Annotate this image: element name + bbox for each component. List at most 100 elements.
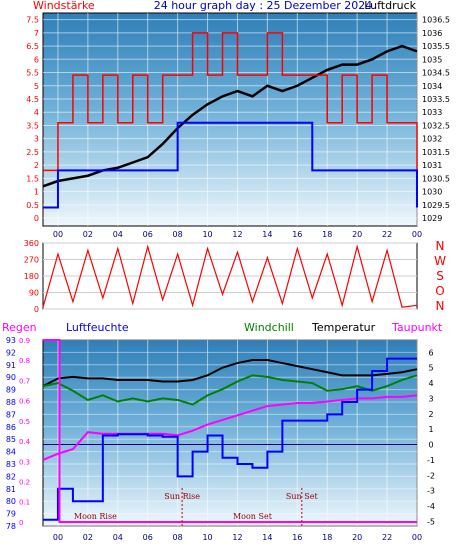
wind-direction-line [42,244,418,308]
p1-x-tick-label: 00 [53,230,63,239]
p3-rain-tick-label: 0.1 [19,499,30,507]
astro-label: Sun Rise [164,492,200,501]
p1-y-left-tick-label: 5.5 [26,69,39,78]
p1-y-left-tick-label: 6 [34,55,39,64]
astro-label: Sun Set [286,492,319,501]
wind-gust-line [43,32,418,172]
p3-humidity-tick-label: 79 [6,510,16,519]
p1-y-right-tick-label: 1031 [422,161,442,170]
p1-y-right-tick-label: 1035 [422,55,442,64]
p3-rain-tick-label: 0.2 [19,479,30,487]
p3-temp-tick-label: 3 [428,394,433,403]
p3-rain-tick-label: 0 [19,519,23,527]
chart-title: 24 hour graph day : 25 Dezember 2024 [154,0,373,12]
humidity-line [43,357,417,521]
p1-y-right-tick-label: 1034 [422,82,442,91]
p1-y-right-tick-label: 1033 [422,108,442,117]
p1-y-left-tick-label: 4 [34,108,39,117]
p2-y-tick-label: 180 [24,272,39,281]
p1-y-right-tick-label: 1030 [422,188,442,197]
p3-rain-tick-label: 0.6 [19,398,31,406]
p1-x-tick-label: 20 [352,230,362,239]
p1-y-right-tick-label: 1033.5 [422,95,450,104]
p3-humidity-tick-label: 84 [6,448,16,457]
p3-temp-tick-label: -1 [427,456,435,465]
p3-humidity-tick-label: 82 [6,472,16,481]
windchill-label: Windchill [244,321,294,334]
p1-y-right-tick-label: 1030.5 [422,174,450,183]
p3-temp-tick-label: -2 [427,471,435,480]
p1-y-left-tick-label: 0 [34,214,39,223]
direction-letter: N [436,239,445,253]
p3-x-tick-label: 14 [262,533,272,542]
p3-temp-tick-label: 1 [428,425,433,434]
p3-x-tick-label: 18 [322,533,332,542]
p1-x-tick-label: 08 [173,230,183,239]
p1-x-tick-label: 00 [412,230,422,239]
rain-line [43,339,417,523]
direction-letter: O [435,284,444,298]
p3-x-tick-label: 00 [412,533,422,542]
p1-x-tick-label: 04 [113,230,123,239]
p3-humidity-tick-label: 81 [6,485,16,494]
p1-y-left-tick-label: 3 [34,135,39,144]
p3-humidity-tick-label: 86 [6,423,16,432]
p1-y-right-tick-label: 1031.5 [422,148,450,157]
direction-letter: W [434,254,446,268]
p1-y-left-tick-label: 1.5 [26,174,39,183]
p1-y-left-tick-label: 6.5 [26,42,39,51]
p3-humidity-tick-label: 91 [6,361,16,370]
p3-temp-tick-label: -4 [427,502,435,511]
p2-y-tick-label: 90 [29,289,39,298]
p1-y-left-tick-label: 3.5 [26,121,39,130]
y-right-axis-label: Luftdruck [364,0,416,12]
p3-temp-tick-label: 6 [428,348,433,357]
p1-x-tick-label: 06 [143,230,153,239]
p1-y-right-tick-label: 1032.5 [422,121,450,130]
p1-x-tick-label: 18 [322,230,332,239]
p1-y-right-tick-label: 1029.5 [422,201,450,210]
p3-humidity-tick-label: 88 [6,398,16,407]
wind-average-line [43,121,418,209]
p1-x-tick-label: 10 [202,230,212,239]
p3-x-tick-label: 08 [173,533,183,542]
p3-x-tick-label: 04 [113,533,123,542]
p1-y-right-tick-label: 1036 [422,29,442,38]
dewpoint-line [42,394,418,461]
direction-letter: S [436,269,444,283]
p3-x-tick-label: 06 [143,533,153,542]
p3-humidity-tick-label: 87 [6,410,16,419]
p3-humidity-tick-label: 89 [6,386,16,395]
p1-x-tick-label: 16 [292,230,302,239]
p3-humidity-tick-label: 90 [6,373,16,382]
p3-temp-tick-label: 0 [428,441,433,450]
p1-y-right-tick-label: 1036.5 [422,16,450,25]
p1-y-right-tick-label: 1035.5 [422,42,450,51]
temperature-line [42,358,418,388]
p1-y-left-tick-label: 2 [34,161,39,170]
p2-y-tick-label: 270 [24,256,39,265]
p3-rain-tick-label: 0.7 [19,377,30,385]
p3-x-tick-label: 16 [292,533,302,542]
windchill-line [42,374,418,406]
p1-y-right-tick-label: 1034.5 [422,69,450,78]
tick-labels: 00 02 04 06 08 10 12 14 16 18 20 22 0000.511.522.533… [6,16,450,542]
p1-y-left-tick-label: 2.5 [26,148,39,157]
y-left-axis-label: Windstärke [33,0,95,12]
p3-rain-tick-label: 0.5 [19,418,30,426]
p1-y-left-tick-label: 7 [34,29,39,38]
p3-rain-tick-label: 0.3 [19,458,30,466]
astro-label: Moon Rise [74,512,117,521]
dewpoint-label: Taupunkt [391,321,443,334]
p1-y-right-tick-label: 1029 [422,214,442,223]
p1-x-tick-label: 14 [262,230,272,239]
p3-humidity-tick-label: 80 [6,497,16,506]
astro-label: Moon Set [233,512,273,521]
p3-temp-tick-label: 5 [428,364,433,373]
p3-rain-tick-label: 0.9 [19,337,30,345]
rain-axis-label: Regen [2,321,37,334]
p3-temp-tick-label: -3 [427,487,435,496]
